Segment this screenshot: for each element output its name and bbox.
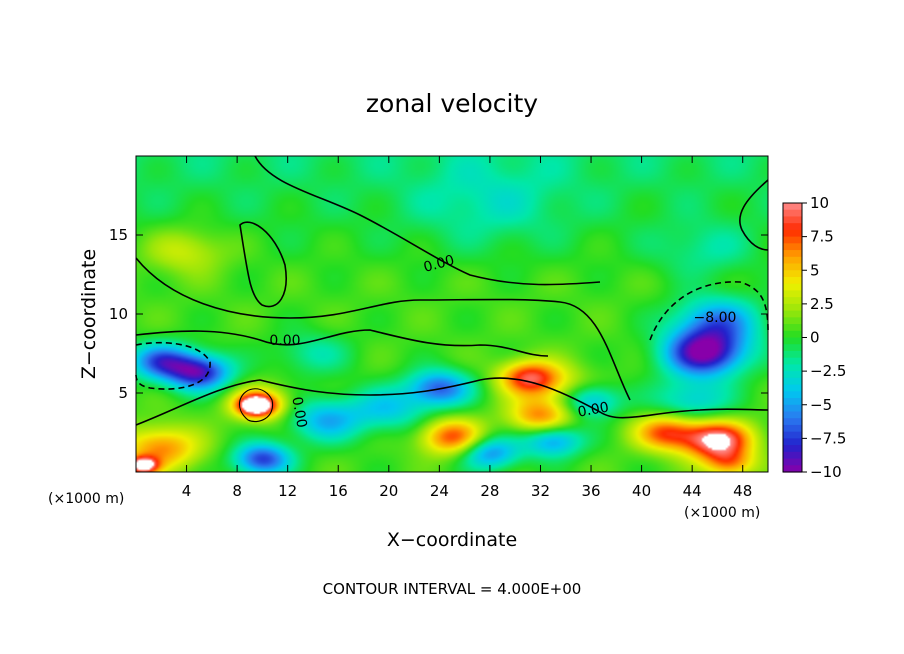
x-tick-label: 40 bbox=[632, 482, 651, 500]
contour-zero-upper bbox=[135, 257, 631, 401]
colorbar-tick-label: 5 bbox=[810, 261, 820, 279]
colorbar-tick-label: −5 bbox=[810, 396, 832, 414]
contour-label: −8.00 bbox=[694, 310, 737, 326]
colorbar-segment bbox=[783, 445, 802, 453]
colorbar-tick-label: 7.5 bbox=[810, 228, 834, 246]
contour-lines bbox=[135, 155, 769, 426]
colorbar-tick-label: 0 bbox=[810, 329, 820, 347]
x-tick-label: 44 bbox=[683, 482, 702, 500]
x-axis-label: X−coordinate bbox=[387, 529, 517, 551]
x-tick-label: 8 bbox=[232, 482, 242, 500]
contour-label: 0.00 bbox=[577, 399, 610, 420]
colorbar-segment bbox=[783, 236, 802, 244]
contour-pos-mid-loop bbox=[238, 388, 274, 423]
colorbar-segment bbox=[783, 371, 802, 379]
x-tick-label: 32 bbox=[531, 482, 550, 500]
y-tick-label: 10 bbox=[109, 305, 128, 323]
colorbar-segment bbox=[783, 250, 802, 258]
colorbar-tick-label: −2.5 bbox=[810, 362, 846, 380]
contour-label: 0.00 bbox=[269, 333, 300, 349]
colorbar-segment bbox=[783, 337, 802, 345]
velocity-field-image bbox=[136, 156, 768, 472]
contour-zero-right bbox=[739, 179, 769, 251]
colorbar-ticks: 10 7.5 5 2.5 0 −2.5 −5 −7.5 −10 bbox=[802, 194, 846, 481]
colorbar-segment bbox=[783, 350, 802, 359]
x-tick-label: 20 bbox=[379, 482, 398, 500]
y-axis: 5 10 15 bbox=[109, 226, 768, 402]
x-tick-label: 4 bbox=[182, 482, 192, 500]
chart-title: zonal velocity bbox=[366, 89, 538, 118]
colorbar-segment bbox=[783, 216, 802, 224]
x-tick-label: 24 bbox=[430, 482, 449, 500]
colorbar-segment bbox=[783, 364, 802, 372]
colorbar-tick-label: −7.5 bbox=[810, 429, 846, 447]
colorbar-segment bbox=[783, 324, 802, 332]
colorbar-segment bbox=[783, 209, 802, 218]
colorbar-segment bbox=[783, 297, 802, 305]
colorbar-segment bbox=[783, 404, 802, 413]
colorbar: 10 7.5 5 2.5 0 −2.5 −5 −7.5 −10 bbox=[782, 194, 846, 481]
colorbar-segment bbox=[783, 243, 802, 251]
x-tick-label: 28 bbox=[480, 482, 499, 500]
colorbar-segment bbox=[783, 229, 802, 238]
colorbar-segment bbox=[783, 357, 802, 365]
contour-zero-lower bbox=[135, 377, 769, 426]
contour-label: 0.00 bbox=[422, 252, 456, 276]
y-axis-label: Z−coordinate bbox=[78, 249, 100, 379]
colorbar-segment bbox=[783, 270, 802, 278]
colorbar-segment bbox=[783, 418, 802, 426]
contour-label: 0.00 bbox=[288, 396, 309, 429]
x-unit-note-left: (×1000 m) bbox=[48, 491, 124, 507]
colorbar-segment bbox=[783, 391, 802, 399]
x-axis: 4 8 12 16 20 24 28 32 36 40 44 48 bbox=[182, 156, 752, 500]
colorbar-segment bbox=[783, 276, 802, 285]
colorbar-segment bbox=[783, 330, 802, 339]
x-tick-label: 36 bbox=[581, 482, 600, 500]
x-unit-note-right: (×1000 m) bbox=[684, 505, 760, 521]
colorbar-segment bbox=[783, 438, 802, 446]
y-tick-label: 5 bbox=[118, 384, 128, 402]
colorbar-segment bbox=[783, 344, 802, 352]
colorbar-segment bbox=[783, 263, 802, 271]
colorbar-tick-label: 2.5 bbox=[810, 295, 834, 313]
colorbar-segment bbox=[783, 317, 802, 325]
colorbar-segment bbox=[783, 465, 802, 473]
colorbar-segment bbox=[783, 310, 802, 318]
contour-neg-left-loop bbox=[135, 341, 211, 390]
contour-zero-mid bbox=[135, 329, 549, 357]
colorbar-segment bbox=[783, 451, 802, 460]
colorbar-tick-label: −10 bbox=[810, 463, 842, 481]
colorbar-segment bbox=[783, 256, 802, 265]
x-tick-label: 12 bbox=[278, 482, 297, 500]
colorbar-segment bbox=[783, 424, 802, 433]
colorbar-segment bbox=[783, 458, 802, 466]
x-tick-label: 48 bbox=[733, 482, 752, 500]
colorbar-segment bbox=[783, 303, 802, 312]
contour-neg-right-loop bbox=[649, 281, 769, 341]
y-tick-label: 15 bbox=[109, 226, 128, 244]
colorbar-segment bbox=[783, 377, 802, 386]
colorbar-segment bbox=[783, 384, 802, 392]
colorbar-segment bbox=[783, 398, 802, 406]
colorbar-segment bbox=[783, 223, 802, 231]
colorbar-segment bbox=[783, 411, 802, 419]
colorbar-segments bbox=[783, 203, 802, 473]
contour-zero-top bbox=[254, 155, 601, 286]
contour-zero-left-island bbox=[239, 221, 287, 308]
colorbar-segment bbox=[783, 203, 802, 211]
contour-labels: 0.00 0.00 0.00 0.00 −8.00 bbox=[269, 252, 736, 429]
contour-interval-footer: CONTOUR INTERVAL = 4.000E+00 bbox=[323, 580, 582, 598]
colorbar-segment bbox=[783, 431, 802, 439]
colorbar-segment bbox=[783, 290, 802, 298]
plot-area: 0.00 0.00 0.00 0.00 −8.00 bbox=[135, 155, 769, 473]
colorbar-tick-label: 10 bbox=[810, 194, 829, 212]
colorbar-segment bbox=[783, 283, 802, 292]
x-tick-label: 16 bbox=[329, 482, 348, 500]
